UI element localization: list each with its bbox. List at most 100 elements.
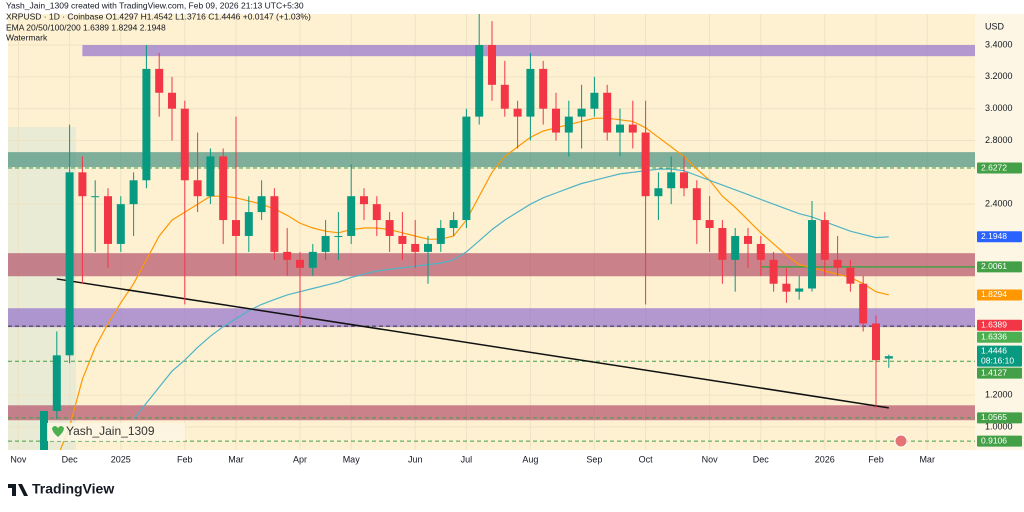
candle-body [705, 220, 714, 229]
logo-text: TradingView [32, 481, 114, 497]
candle-body [449, 220, 458, 229]
price-label-box [977, 162, 1022, 174]
zone [82, 45, 975, 57]
candle-body [52, 355, 61, 412]
y-tick-label: 3.0000 [985, 103, 1013, 113]
x-tick-label: Apr [293, 454, 307, 464]
zone [8, 152, 975, 168]
candle-body [552, 108, 560, 133]
candle-body [462, 116, 471, 221]
candle-body [283, 251, 292, 260]
candle-body [78, 172, 87, 197]
price-label: 1.4127 [981, 367, 1007, 377]
y-tick-label: 1.2000 [985, 389, 1013, 399]
candles-layer [40, 14, 893, 450]
candle-body [372, 204, 381, 221]
candle-body [526, 68, 535, 117]
price-label: 1.4446 [981, 345, 1007, 355]
candle-body [180, 108, 189, 181]
candle-body [104, 196, 112, 244]
x-tick-label: Oct [639, 454, 654, 464]
price-label-box [977, 261, 1022, 273]
x-tick-label: Dec [753, 454, 770, 464]
candle-body [475, 45, 484, 117]
watermark: Yash_Jain_1309 [66, 424, 155, 438]
currency: USD [985, 21, 1005, 31]
candle-body [360, 196, 368, 205]
x-tick-label: 2026 [815, 454, 835, 464]
candle-body [833, 259, 842, 268]
candle-body [424, 243, 432, 252]
y-tick-label: 3.4000 [985, 39, 1013, 49]
price-label-box [977, 345, 1022, 367]
candle-body [616, 124, 624, 133]
candle-body [40, 411, 48, 450]
candle-body [692, 188, 701, 221]
candle-body [500, 84, 509, 109]
candle-body [321, 235, 330, 252]
candle-body [603, 92, 612, 133]
candle-body [129, 180, 138, 205]
candle-body [436, 228, 445, 244]
candle-body [488, 45, 496, 85]
candle-body [795, 288, 804, 292]
candle-body [270, 196, 279, 252]
candle-body [820, 220, 829, 260]
x-tick-label: 2025 [111, 454, 131, 464]
candle-body [590, 92, 599, 109]
x-tick-label: Jun [408, 454, 423, 464]
price-label: 2.1948 [981, 231, 1007, 241]
candle-body [769, 259, 778, 284]
candle-body [91, 196, 100, 198]
candle-body [244, 212, 253, 236]
candle-body [232, 220, 240, 236]
candle-body [680, 172, 688, 189]
ema-line [133, 168, 889, 420]
price-label: 2.0061 [981, 261, 1007, 271]
candle-body [142, 68, 151, 181]
watermark-label: Watermark [6, 32, 48, 42]
candle-body [859, 283, 868, 324]
candle-body [884, 356, 893, 359]
x-tick-label: Nov [702, 454, 719, 464]
credit: Yash_Jain_1309 created with TradingView.… [6, 0, 304, 10]
candle-body [257, 196, 266, 213]
x-tick-label: Feb [868, 454, 884, 464]
price-label-box [977, 412, 1022, 424]
price-label-box [977, 367, 1022, 379]
candle-body [219, 156, 228, 221]
candle-body [667, 172, 676, 189]
watermark-box [47, 423, 185, 441]
candle-body [744, 235, 752, 244]
candle-body [334, 235, 343, 237]
event-icon [894, 434, 908, 448]
zone [8, 405, 975, 421]
ema-line [59, 117, 889, 450]
candle-body [782, 283, 791, 292]
x-tick-label: Dec [62, 454, 79, 464]
candle-body [116, 204, 125, 244]
countdown: 08:16:10 [981, 355, 1014, 365]
y-tick-label: 2.8000 [985, 135, 1013, 145]
price-label-box [977, 331, 1022, 343]
price-label-box [977, 231, 1022, 243]
candle-body [718, 228, 727, 260]
candle-body [756, 243, 765, 260]
x-tick-label: Mar [228, 454, 244, 464]
x-tick-label: Nov [10, 454, 27, 464]
candle-body [296, 259, 304, 268]
x-tick-label: Jul [461, 454, 473, 464]
zone [8, 308, 975, 328]
candle-body [411, 243, 420, 252]
candle-body [155, 68, 164, 93]
candle-body [206, 156, 215, 197]
price-label: 1.6389 [981, 320, 1007, 330]
candle-body [628, 124, 637, 133]
ema-line: EMA 20/50/100/200 1.6389 1.8294 2.1948 [6, 22, 166, 32]
price-label-box [977, 289, 1022, 301]
x-tick-label: May [343, 454, 361, 464]
candle-body [731, 235, 740, 260]
y-tick-label: 3.2000 [985, 71, 1013, 81]
y-tick-label: 1.0000 [985, 421, 1013, 431]
